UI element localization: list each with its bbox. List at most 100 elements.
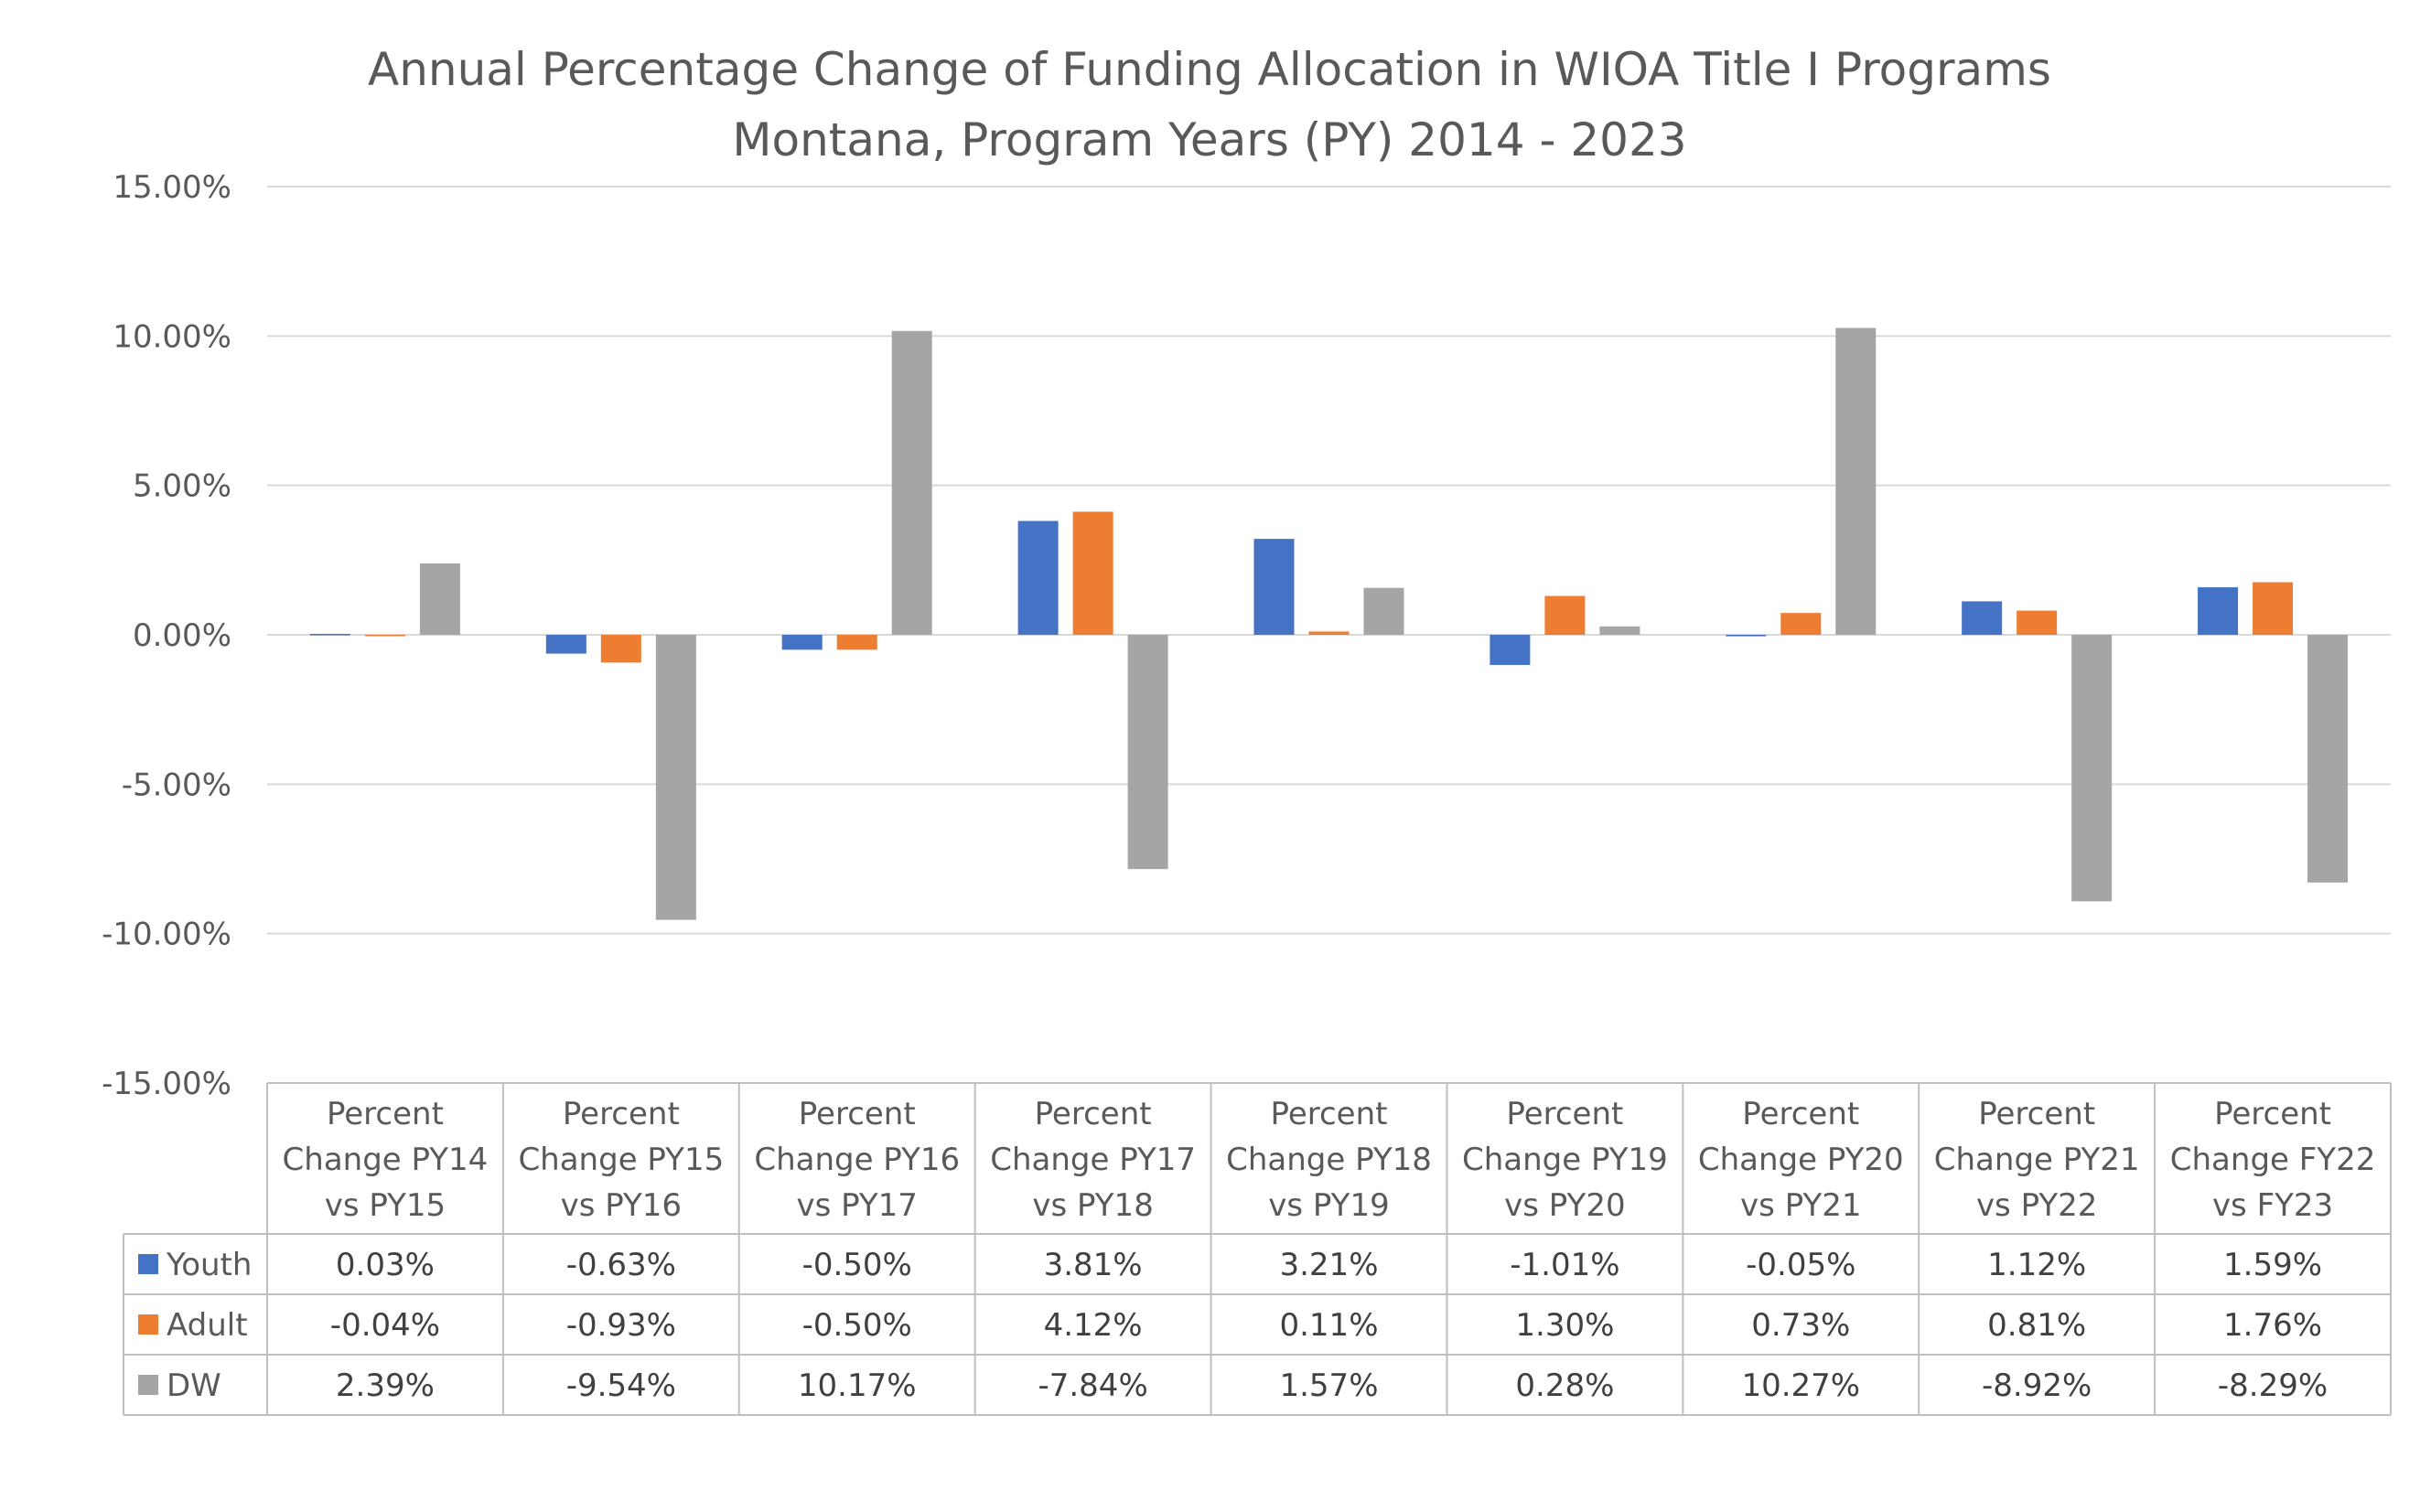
category-label-7: Percent <box>1742 1096 1859 1132</box>
data-label-dw-7: 10.27% <box>1741 1367 1860 1404</box>
data-label-adult-5: 0.11% <box>1279 1307 1378 1344</box>
category-label-6: Percent <box>1506 1096 1623 1132</box>
data-label-dw-8: -8.92% <box>1982 1367 2092 1404</box>
category-label-5: Percent <box>1271 1096 1388 1132</box>
data-label-youth-5: 3.21% <box>1279 1247 1378 1283</box>
bar-adult-1 <box>364 635 405 637</box>
y-tick-label: -15.00% <box>102 1066 231 1102</box>
bar-dw-9 <box>2307 635 2349 883</box>
category-label-8: Change PY21 <box>1934 1142 2140 1178</box>
chart-title-line-1: Annual Percentage Change of Funding Allo… <box>368 43 2051 96</box>
bar-dw-5 <box>1363 587 1404 635</box>
bar-dw-8 <box>2071 635 2113 902</box>
data-label-dw-6: 0.28% <box>1515 1367 1614 1404</box>
data-label-adult-8: 0.81% <box>1987 1307 2086 1344</box>
bar-youth-4 <box>1017 520 1059 635</box>
bar-dw-2 <box>655 635 696 920</box>
bar-dw-6 <box>1599 626 1640 635</box>
data-label-youth-8: 1.12% <box>1987 1247 2086 1283</box>
bar-youth-2 <box>545 635 586 654</box>
legend-key-dw <box>138 1375 158 1395</box>
data-label-adult-2: -0.93% <box>566 1307 676 1344</box>
bar-adult-5 <box>1308 631 1350 635</box>
bar-youth-1 <box>309 634 350 636</box>
bar-youth-8 <box>1962 601 2003 635</box>
data-label-dw-9: -8.29% <box>2218 1367 2328 1404</box>
category-label-2: Change PY15 <box>518 1142 724 1178</box>
data-label-adult-3: -0.50% <box>802 1307 912 1344</box>
bar-dw-4 <box>1127 635 1168 870</box>
category-label-4: Change PY17 <box>990 1142 1196 1178</box>
category-label-3: Percent <box>799 1096 916 1132</box>
category-label-9: vs FY23 <box>2212 1187 2333 1224</box>
y-tick-label: 0.00% <box>133 617 231 654</box>
data-label-dw-4: -7.84% <box>1038 1367 1147 1404</box>
bar-youth-7 <box>1726 635 1767 637</box>
category-label-2: vs PY16 <box>561 1187 682 1224</box>
data-label-youth-4: 3.81% <box>1044 1247 1143 1283</box>
bar-adult-7 <box>1780 613 1822 635</box>
category-label-9: Change FY22 <box>2170 1142 2376 1178</box>
y-axis: 15.00% 10.00% 5.00% 0.00% -5.00% -10.00% -15.0… <box>102 169 231 1102</box>
y-tick-label: 15.00% <box>113 169 231 206</box>
category-label-6: Change PY19 <box>1462 1142 1668 1178</box>
category-label-1: Change PY14 <box>283 1142 489 1178</box>
legend-key-youth <box>138 1254 158 1274</box>
category-label-9: Percent <box>2214 1096 2331 1132</box>
data-label-adult-6: 1.30% <box>1515 1307 1614 1344</box>
data-label-dw-5: 1.57% <box>1279 1367 1378 1404</box>
chart-title: Annual Percentage Change of Funding Allo… <box>368 43 2051 166</box>
bar-dw-7 <box>1835 327 1877 635</box>
chart-title-line-2: Montana, Program Years (PY) 2014 - 2023 <box>732 113 1686 166</box>
bar-dw-1 <box>419 563 460 635</box>
category-label-2: Percent <box>563 1096 680 1132</box>
category-label-8: Percent <box>1978 1096 2095 1132</box>
bar-adult-2 <box>600 635 641 663</box>
legend-label-dw: DW <box>167 1367 221 1404</box>
bar-youth-6 <box>1490 635 1531 665</box>
data-label-youth-1: 0.03% <box>336 1247 435 1283</box>
data-label-youth-3: -0.50% <box>802 1247 912 1283</box>
data-label-dw-2: -9.54% <box>566 1367 676 1404</box>
data-label-adult-4: 4.12% <box>1044 1307 1143 1344</box>
y-tick-label: 5.00% <box>133 468 231 505</box>
data-label-youth-7: -0.05% <box>1746 1247 1855 1283</box>
bar-adult-3 <box>836 635 877 650</box>
data-label-youth-9: 1.59% <box>2223 1247 2322 1283</box>
category-label-3: vs PY17 <box>797 1187 918 1224</box>
y-tick-label: 10.00% <box>113 318 231 355</box>
bar-adult-6 <box>1544 595 1586 635</box>
data-label-youth-2: -0.63% <box>566 1247 676 1283</box>
category-label-1: Percent <box>327 1096 444 1132</box>
category-label-4: Percent <box>1035 1096 1152 1132</box>
bar-adult-9 <box>2253 582 2294 635</box>
bar-youth-3 <box>781 635 823 650</box>
category-label-8: vs PY22 <box>1976 1187 2097 1224</box>
y-tick-label: -5.00% <box>122 767 231 803</box>
category-label-3: Change PY16 <box>754 1142 960 1178</box>
data-table: Percent Change PY14 vs PY15 Percent Change P… <box>123 1082 2392 1416</box>
category-label-5: Change PY18 <box>1226 1142 1432 1178</box>
data-label-youth-6: -1.01% <box>1510 1247 1619 1283</box>
bars <box>309 327 2349 920</box>
data-label-adult-1: -0.04% <box>330 1307 440 1344</box>
y-tick-label: -10.00% <box>102 917 231 953</box>
data-label-adult-7: 0.73% <box>1751 1307 1850 1344</box>
bar-adult-8 <box>2017 610 2058 635</box>
bar-youth-5 <box>1253 539 1295 635</box>
bar-dw-3 <box>891 330 932 635</box>
data-label-adult-9: 1.76% <box>2223 1307 2322 1344</box>
legend-label-adult: Adult <box>167 1307 248 1344</box>
legend-key-adult <box>138 1314 158 1335</box>
category-label-7: Change PY20 <box>1698 1142 1904 1178</box>
category-label-1: vs PY15 <box>325 1187 446 1224</box>
category-label-7: vs PY21 <box>1740 1187 1861 1224</box>
data-label-dw-1: 2.39% <box>336 1367 435 1404</box>
legend-label-youth: Youth <box>166 1247 252 1283</box>
category-label-4: vs PY18 <box>1032 1187 1153 1224</box>
category-label-5: vs PY19 <box>1268 1187 1389 1224</box>
bar-adult-4 <box>1072 511 1113 635</box>
